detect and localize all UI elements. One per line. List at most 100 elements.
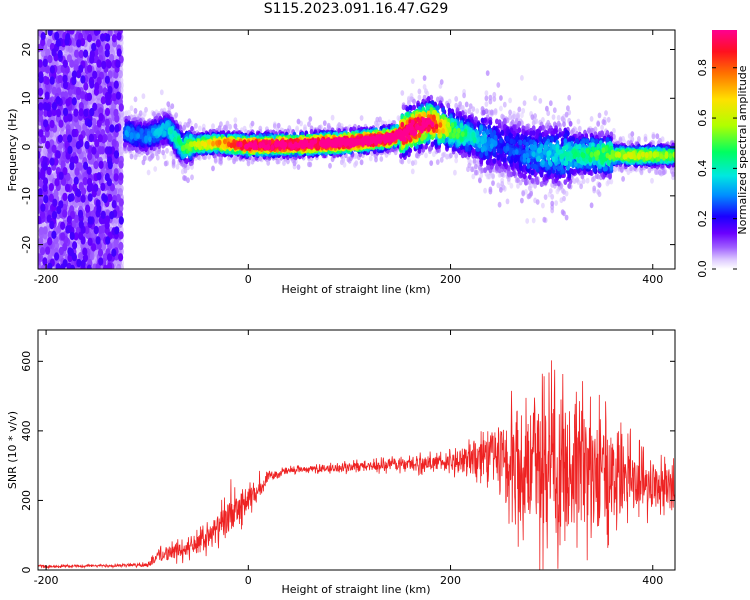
- spectrogram-cell: [144, 135, 148, 142]
- spectrogram-cell: [508, 97, 512, 104]
- spectrogram-cell: [233, 117, 238, 123]
- spectrogram-cell: [97, 134, 103, 143]
- spectrogram-cell: [467, 108, 472, 115]
- spectrogram-cell: [83, 161, 89, 170]
- spectrogram-cell: [232, 158, 237, 165]
- spectrogram-cell: [118, 231, 124, 240]
- spectrogram-cell: [111, 139, 117, 148]
- spectrogram-cell: [567, 94, 572, 101]
- spectrogram-cell: [618, 137, 623, 144]
- spectrogram-cell: [38, 216, 42, 225]
- spectrogram-cell: [491, 173, 495, 179]
- spectrogram-cell: [551, 114, 556, 120]
- spectrogram-cell: [562, 195, 566, 202]
- spectrogram-cell: [42, 183, 48, 192]
- spectrogram-cell: [470, 166, 474, 173]
- spectrogram-cell: [166, 101, 171, 107]
- spectrogram-cell: [509, 182, 514, 189]
- spectrogram-cell: [516, 177, 520, 184]
- spectrogram-cell: [148, 136, 152, 143]
- spectrogram-cell: [51, 48, 57, 57]
- spectrogram-cell: [601, 119, 606, 125]
- spectrogram-cell: [441, 152, 445, 159]
- spectrogram-cell: [67, 113, 73, 122]
- spectrogram-cell: [38, 75, 44, 84]
- spectrogram-cell: [485, 129, 490, 136]
- spectrogram-cell: [76, 39, 82, 48]
- spectrogram-cell: [38, 253, 42, 262]
- spectrogram-cell: [60, 232, 66, 241]
- spectrogram-cell: [592, 185, 597, 192]
- spectrogram-cell: [587, 127, 591, 134]
- spectrogram-cell: [146, 169, 151, 176]
- spectrogram-cell: [556, 120, 561, 127]
- spectrogram-cell: [104, 173, 110, 182]
- spectrogram-cell: [527, 174, 532, 180]
- spectrogram-cell: [538, 135, 543, 142]
- spectrogram-cell: [186, 177, 190, 184]
- spectrogram-cell: [417, 88, 422, 95]
- spectrogram-cell: [471, 106, 476, 112]
- spectrogram-cell: [606, 116, 611, 123]
- spectrogram-cell: [124, 110, 129, 117]
- spectrogram-cell: [101, 60, 107, 70]
- spectrogram-cell: [107, 85, 113, 95]
- spectrogram-cell: [163, 160, 168, 167]
- spectrogram-cell: [211, 165, 215, 172]
- spectrogram-cell: [308, 116, 313, 122]
- spectrogram-cell: [85, 204, 91, 213]
- spectrogram-cell: [48, 183, 55, 192]
- spectrogram-cell: [554, 128, 558, 135]
- spectrogram-cell: [522, 173, 527, 180]
- spectrogram-cell: [626, 169, 631, 176]
- spectrogram-cell: [104, 107, 111, 117]
- spectrogram-cell: [129, 105, 134, 112]
- spectrogram-cell: [109, 124, 115, 133]
- spectrogram-cell: [562, 189, 566, 195]
- spectrogram-cell: [106, 60, 112, 69]
- spectrogram-cell: [570, 168, 574, 175]
- spectrogram-cell: [424, 152, 428, 159]
- spectrogram-cell: [502, 157, 507, 163]
- spectrogram-cell: [435, 159, 440, 166]
- spectrogram-cell: [518, 139, 523, 146]
- spectrogram-cell: [585, 177, 590, 184]
- spectrogram-cell: [159, 89, 164, 96]
- spectrogram-cell: [548, 188, 553, 194]
- spectrogram-cell: [492, 147, 497, 154]
- spectrogram-cell: [497, 201, 502, 208]
- spectrogram-cell: [478, 177, 482, 184]
- spectrogram-cell: [124, 129, 129, 136]
- spectrogram-cell: [516, 183, 520, 189]
- spectrogram-cell: [65, 98, 71, 107]
- spectrogram-cell: [471, 173, 476, 180]
- spectrogram-cell: [51, 102, 58, 111]
- spectrogram-cell: [118, 241, 124, 251]
- spectrogram-cell: [73, 176, 79, 185]
- spectrogram-cell: [118, 135, 124, 144]
- spectrogram-cell: [579, 183, 583, 190]
- spectrogram-cell: [106, 262, 113, 269]
- spectrogram-cell: [449, 152, 453, 159]
- spectrogram-cell: [514, 117, 519, 124]
- spectrogram-cell: [71, 252, 77, 262]
- spectrogram-cell: [47, 262, 53, 269]
- spectrogram-cell: [38, 178, 44, 188]
- spectrogram-cell: [502, 101, 507, 108]
- spectrogram-cell: [118, 103, 124, 112]
- spectrogram-cell: [564, 111, 569, 118]
- spectrogram-cell: [228, 124, 233, 130]
- spectrogram-cell: [140, 128, 144, 134]
- spectrogram-cell: [485, 70, 490, 76]
- spectrogram-cell: [83, 82, 89, 91]
- spectrogram-cell: [102, 194, 108, 204]
- spectrogram-cell: [115, 91, 121, 100]
- spectrogram-cell: [531, 217, 536, 224]
- spectrogram-cell: [597, 191, 602, 198]
- spectrogram-cell: [223, 124, 227, 131]
- spectrogram-cell: [533, 95, 537, 102]
- spectrogram-cell: [492, 91, 497, 98]
- spectrogram-cell: [107, 160, 113, 170]
- spectrogram-cell: [484, 95, 489, 102]
- spectrogram-cell: [104, 75, 110, 85]
